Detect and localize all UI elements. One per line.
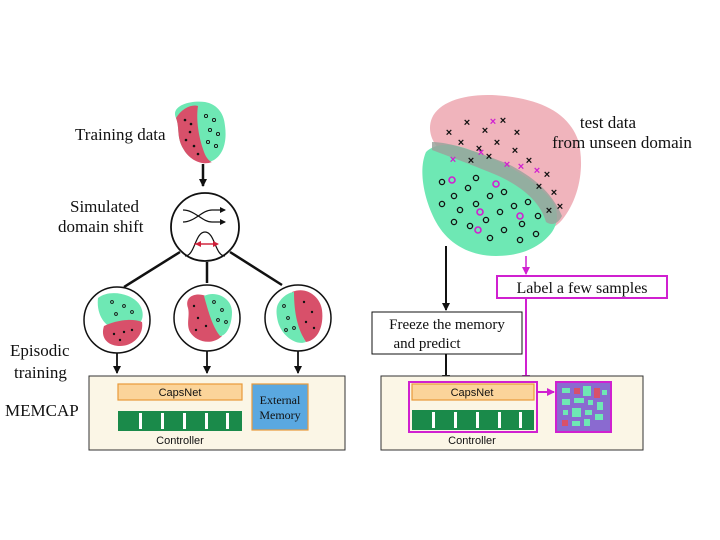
svg-text:×: ×	[476, 143, 482, 155]
capsnet-controller-highlight	[408, 381, 538, 433]
episodic-label-line1: Episodic	[10, 341, 70, 360]
episode-arrows	[113, 351, 302, 374]
test-data-blob: ××× ××× × ×× ××× ××× ×× ××× × ××	[422, 94, 582, 256]
svg-text:×: ×	[514, 127, 520, 139]
svg-text:×: ×	[478, 147, 484, 159]
svg-text:×: ×	[551, 187, 557, 199]
svg-text:×: ×	[450, 154, 456, 166]
freeze-box: Freeze the memory and predict	[371, 311, 523, 355]
controller-bar-right	[412, 410, 534, 430]
controller-label-right: Controller	[448, 435, 496, 447]
freeze-line1: Freeze the memory	[389, 317, 505, 333]
capsnet-box-left	[117, 383, 243, 401]
svg-text:×: ×	[482, 125, 488, 137]
capsnet-box-right	[411, 383, 535, 401]
svg-text:×: ×	[500, 115, 506, 127]
test-data-line1: test data	[580, 113, 637, 132]
svg-text:×: ×	[446, 127, 452, 139]
svg-text:×: ×	[486, 151, 492, 163]
memory-grid-right	[555, 381, 612, 433]
svg-text:×: ×	[546, 205, 552, 217]
episode-circle-3	[264, 284, 332, 352]
svg-text:×: ×	[544, 169, 550, 181]
training-data-blob	[174, 101, 226, 164]
label-samples-box: Label a few samples	[496, 275, 668, 299]
domain-shift-label-line1: Simulated	[70, 197, 139, 216]
memory-label-line1: External	[260, 393, 301, 407]
svg-text:×: ×	[557, 201, 563, 213]
label-samples-text: Label a few samples	[516, 280, 647, 297]
episode-circle-1	[83, 286, 151, 354]
episode-circle-2	[173, 284, 241, 352]
svg-text:×: ×	[490, 116, 496, 128]
controller-bar-left	[118, 411, 242, 431]
freeze-line2: and predict	[393, 336, 461, 352]
branch-lines	[123, 250, 283, 289]
domain-shift-circle	[170, 192, 240, 262]
domain-shift-label-line2: domain shift	[58, 217, 144, 236]
svg-text:×: ×	[504, 159, 510, 171]
svg-text:×: ×	[518, 161, 524, 173]
test-data-line2: from unseen domain	[552, 133, 692, 152]
svg-text:×: ×	[464, 117, 470, 129]
capsnet-label-right: CapsNet	[451, 387, 494, 399]
svg-text:×: ×	[534, 165, 540, 177]
svg-text:×: ×	[458, 137, 464, 149]
right-panel: CapsNet Controller	[380, 375, 644, 451]
memory-label-line2: Memory	[259, 408, 300, 422]
external-memory-box	[251, 383, 309, 431]
episodic-label-line2: training	[14, 363, 67, 382]
memcap-label: MEMCAP	[5, 401, 79, 420]
capsnet-label-left: CapsNet	[159, 387, 202, 399]
svg-text:×: ×	[526, 155, 532, 167]
svg-text:×: ×	[512, 145, 518, 157]
svg-text:×: ×	[536, 181, 542, 193]
training-data-label: Training data	[75, 125, 166, 144]
svg-text:×: ×	[468, 155, 474, 167]
svg-text:×: ×	[494, 137, 500, 149]
controller-label-left: Controller	[156, 435, 204, 447]
memcap-panel: CapsNet Controller External Memory	[88, 375, 346, 451]
